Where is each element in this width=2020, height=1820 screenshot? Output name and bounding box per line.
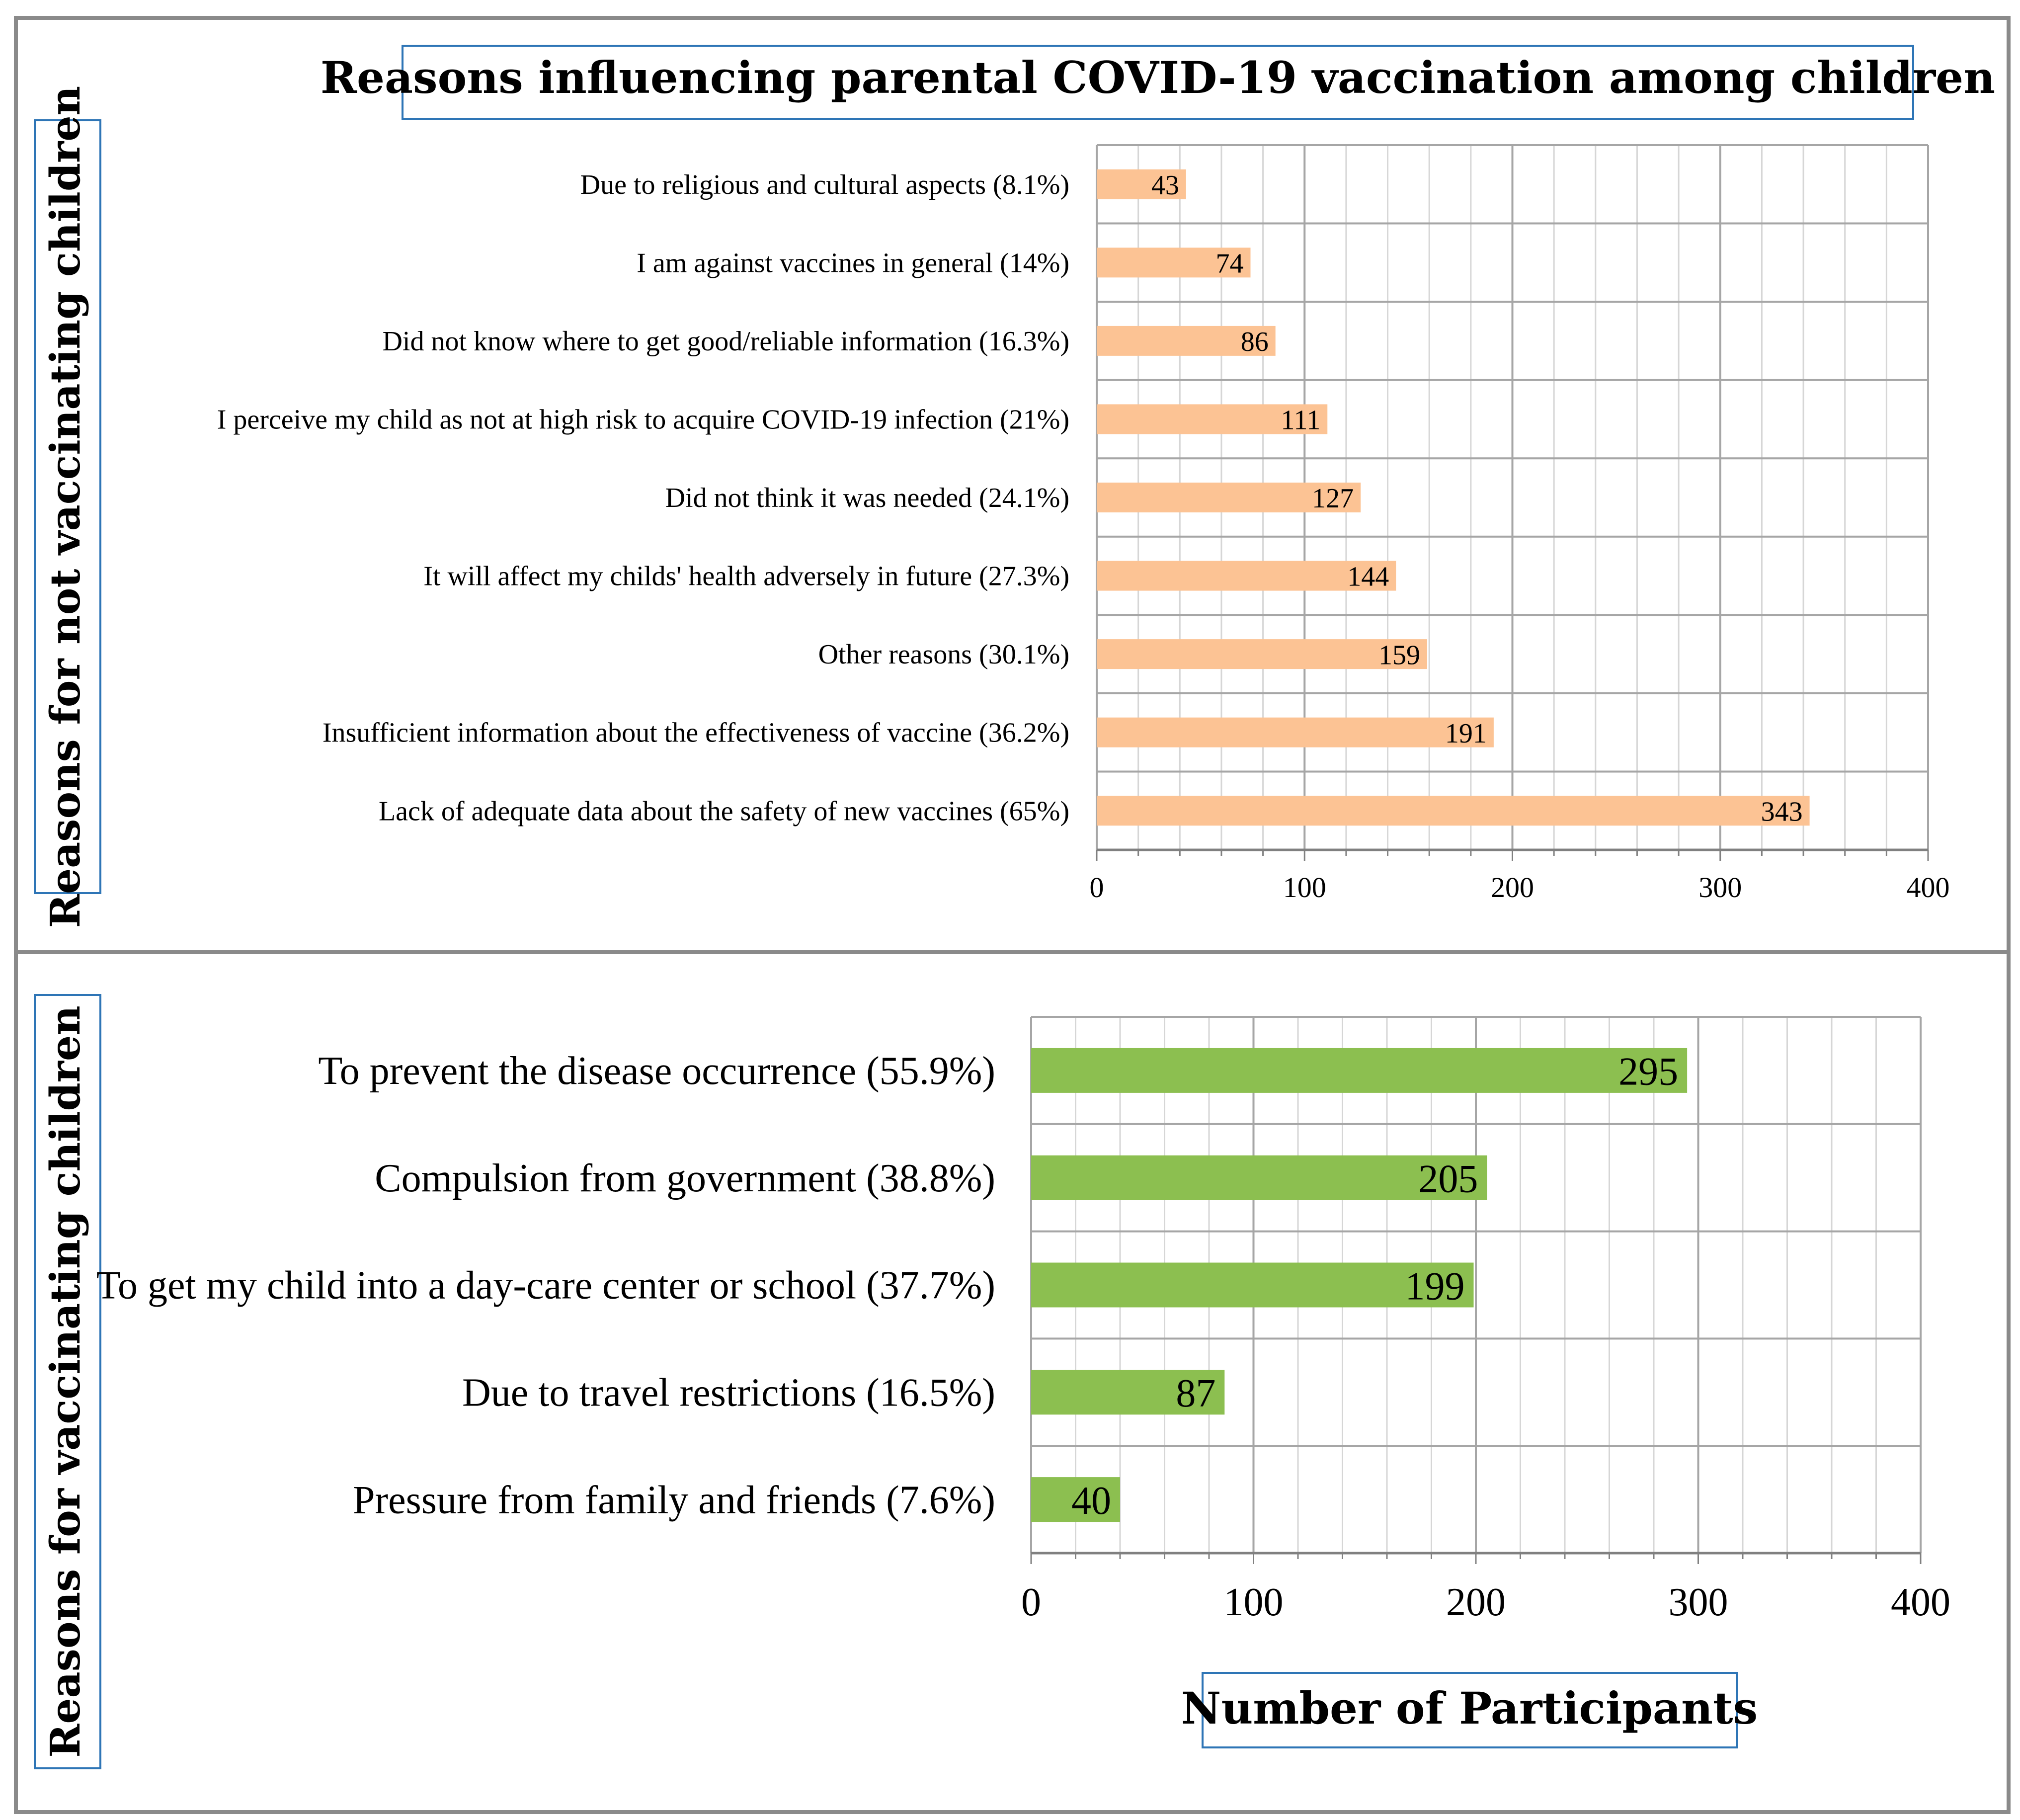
category-label: Did not know where to get good/reliable … (382, 326, 1069, 357)
y-axis-title-box-bottom (34, 994, 101, 1769)
bar (1097, 326, 1276, 356)
category-label: Pressure from family and friends (7.6%) (353, 1478, 995, 1522)
y-axis-title-bottom: Reasons for vaccinating children (42, 1005, 89, 1758)
bar (1031, 1155, 1487, 1200)
x-tick-label: 200 (1446, 1580, 1506, 1624)
bar (1097, 404, 1328, 434)
data-label: 159 (1378, 640, 1420, 670)
chart-not-vaccinating: 0 100 200 300 400 43 Due to religious and cult… (217, 144, 1950, 904)
category-label: I am against vaccines in general (14%) (637, 248, 1069, 278)
bar (1031, 1477, 1120, 1522)
bar (1097, 561, 1396, 591)
data-label: 43 (1151, 170, 1179, 201)
x-tick-label: 300 (1669, 1580, 1728, 1624)
category-label: I perceive my child as not at high risk … (217, 404, 1069, 435)
data-label: 191 (1445, 718, 1487, 749)
chart-vaccinating: 0 100 200 300 400 295 To prevent the disease o… (96, 1016, 1950, 1624)
bar (1097, 169, 1186, 199)
x-tick-label: 400 (1907, 871, 1950, 904)
category-label: Lack of adequate data about the safety o… (379, 796, 1069, 827)
x-axis-title-box (1202, 1672, 1738, 1748)
x-tick-label: 200 (1491, 871, 1534, 904)
bar (1097, 796, 1810, 826)
category-label: It will affect my childs' health adverse… (423, 561, 1069, 592)
data-label: 295 (1618, 1050, 1678, 1094)
x-axis-title: Number of Participants (1181, 1682, 1758, 1734)
chart-title-box (402, 45, 1914, 120)
x-tick-label: 0 (1021, 1580, 1041, 1624)
data-label: 343 (1761, 796, 1803, 827)
category-label: Compulsion from government (38.8%) (375, 1157, 995, 1200)
chart-title: Reasons influencing parental COVID-19 va… (321, 52, 1995, 103)
category-label: Did not think it was needed (24.1%) (665, 483, 1069, 513)
category-label: Due to travel restrictions (16.5%) (462, 1371, 995, 1415)
category-label: Due to religious and cultural aspects (8… (580, 169, 1069, 200)
category-label: To prevent the disease occurrence (55.9%… (318, 1049, 995, 1093)
data-label: 40 (1071, 1479, 1111, 1523)
data-label: 111 (1281, 405, 1320, 436)
data-label: 144 (1347, 562, 1389, 592)
panel-bottom-frame (14, 950, 2011, 1814)
data-label: 205 (1418, 1158, 1478, 1201)
data-label: 74 (1216, 248, 1244, 279)
x-tick-label: 100 (1224, 1580, 1284, 1624)
bar (1097, 483, 1361, 512)
category-label: Insufficient information about the effec… (323, 718, 1069, 748)
data-label: 199 (1405, 1264, 1465, 1308)
y-axis-title-box-top (34, 119, 101, 894)
y-axis-title-top: Reasons for not vaccinating children (42, 86, 89, 928)
x-tick-label: 300 (1698, 871, 1742, 904)
bar (1031, 1262, 1474, 1308)
bar (1097, 639, 1428, 669)
bar (1097, 717, 1494, 747)
data-label: 127 (1312, 483, 1354, 514)
x-tick-label: 0 (1090, 871, 1104, 904)
data-label: 86 (1241, 327, 1269, 357)
category-label: To get my child into a day-care center o… (96, 1264, 995, 1308)
category-label: Other reasons (30.1%) (818, 639, 1069, 670)
x-tick-label: 100 (1283, 871, 1326, 904)
x-tick-label: 400 (1891, 1580, 1950, 1624)
bar (1031, 1370, 1225, 1415)
data-label: 87 (1176, 1372, 1215, 1415)
bar (1097, 248, 1251, 278)
bar (1031, 1048, 1688, 1093)
